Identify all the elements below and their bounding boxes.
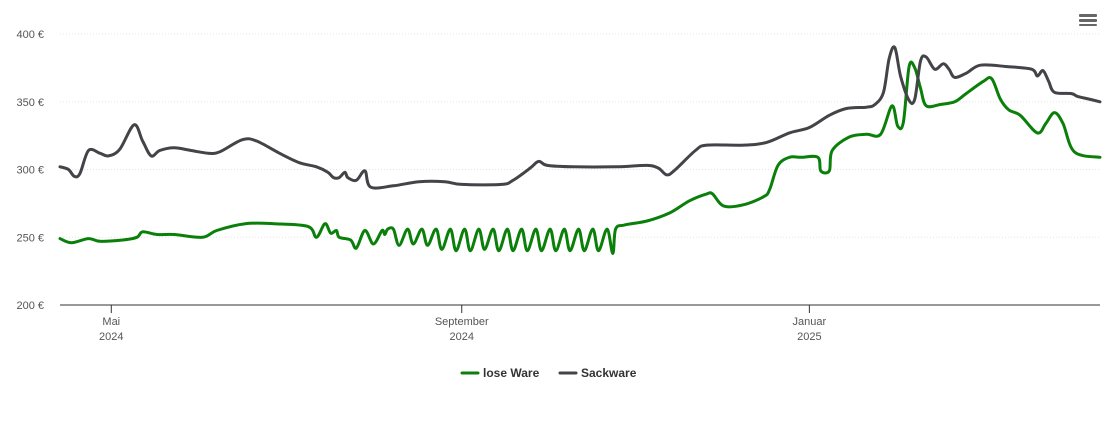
legend-label: lose Ware — [483, 366, 540, 380]
legend-label: Sackware — [581, 366, 637, 380]
series-line-sackware[interactable] — [58, 45, 1102, 190]
x-tick-label-month: Mai — [102, 316, 120, 328]
y-tick-label: 250 € — [16, 232, 44, 244]
chart-menu-button[interactable] — [1077, 12, 1099, 32]
legend-item-lose-ware[interactable]: lose Ware — [460, 366, 540, 380]
y-tick-label: 350 € — [16, 97, 44, 109]
series-group — [58, 45, 1102, 255]
legend-item-sackware[interactable]: Sackware — [558, 366, 637, 380]
x-tick-label-month: Januar — [793, 316, 827, 328]
hamburger-menu-icon — [1079, 14, 1097, 17]
series-line-lose-ware[interactable] — [58, 60, 1102, 255]
legend: lose Ware Sackware — [460, 366, 637, 380]
y-axis: 200 € 250 € 300 € 350 € 400 € — [16, 29, 44, 312]
y-tick-label: 400 € — [16, 29, 44, 41]
x-tick-label-year: 2024 — [99, 331, 123, 343]
x-tick-label-year: 2024 — [450, 331, 474, 343]
x-axis: Mai 2024 September 2024 Januar 2025 — [60, 304, 1100, 343]
y-tick-label: 300 € — [16, 165, 44, 177]
y-tick-label: 200 € — [16, 300, 44, 312]
x-tick-label-year: 2025 — [797, 331, 821, 343]
x-tick-label-month: September — [435, 316, 489, 328]
